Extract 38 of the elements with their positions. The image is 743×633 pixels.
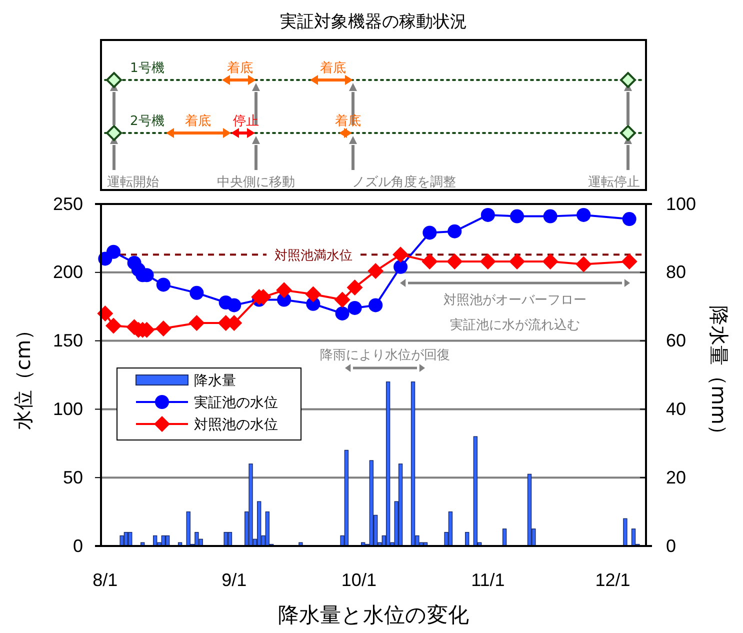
text: 着底 — [185, 113, 211, 129]
y-axis-title: 水位（cm） — [11, 320, 35, 430]
text: 運転開始 — [107, 175, 159, 190]
text: 着底 — [320, 60, 346, 76]
legend-label: 実証池の水位 — [194, 395, 278, 411]
y-tick-label: 50 — [62, 467, 83, 488]
annotation: 降雨により水位が回復 — [320, 348, 450, 363]
text: 1号機 — [130, 61, 164, 76]
y-tick-label: 150 — [52, 330, 83, 351]
text: 着底 — [335, 113, 361, 129]
y-tick-label: 0 — [72, 536, 83, 556]
x-tick-label: 9/1 — [222, 570, 247, 590]
y2-tick-label: 100 — [666, 194, 696, 214]
legend-label: 対照池の水位 — [194, 417, 278, 433]
y2-tick-label: 0 — [666, 536, 676, 556]
text: 運転停止 — [588, 175, 640, 190]
y-tick-label: 100 — [52, 398, 83, 419]
text: 中央側に移動 — [217, 175, 295, 190]
x-tick-label: 10/1 — [341, 570, 376, 590]
y-tick-label: 200 — [52, 262, 83, 282]
x-tick-label: 12/1 — [595, 570, 630, 590]
y2-tick-label: 40 — [666, 398, 686, 419]
text: 着底 — [227, 60, 253, 76]
text: ノズル角度を調整 — [352, 174, 456, 190]
y2-tick-label: 20 — [666, 467, 686, 488]
y2-axis-title: 降水量（mm） — [707, 306, 731, 444]
legend-label: 降水量 — [194, 373, 236, 389]
x-tick-label: 11/1 — [471, 570, 505, 590]
ref-line-label: 対照池満水位 — [274, 248, 352, 264]
x-tick-label: 8/1 — [92, 570, 118, 590]
y2-tick-label: 60 — [666, 330, 686, 351]
text: 2号機 — [130, 114, 164, 129]
text: 実証対象機器の稼動状況 — [280, 12, 467, 32]
annotation: 対照池がオーバーフロー実証池に水が流れ込む — [444, 292, 586, 333]
text: 停止 — [233, 114, 259, 129]
text: 降水量と水位の変化 — [278, 603, 469, 627]
y2-tick-label: 80 — [666, 262, 686, 282]
y-tick-label: 250 — [52, 194, 83, 214]
